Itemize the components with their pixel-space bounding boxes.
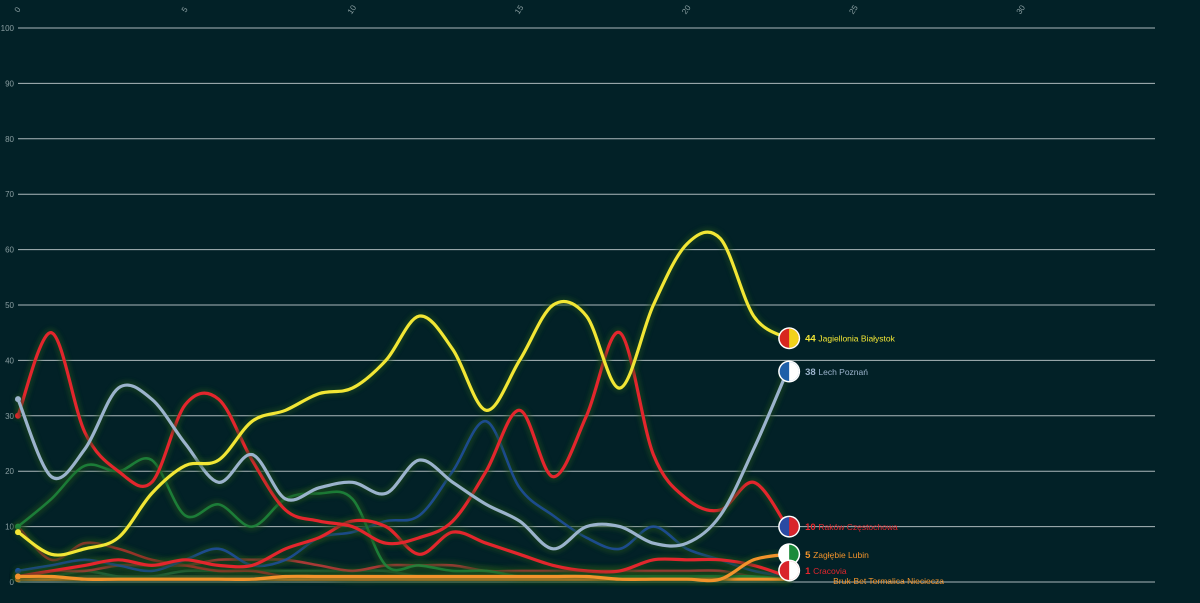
series-2 xyxy=(13,328,792,549)
series-line xyxy=(16,331,789,546)
y-tick-label: 60 xyxy=(5,246,14,255)
series-name: Jagiellonia Białystok xyxy=(818,334,895,344)
y-tick-label: 0 xyxy=(10,578,15,587)
series-end-label: 38 Lech Poznań xyxy=(805,367,868,378)
series-final-value: 10 xyxy=(805,522,818,533)
series-final-value: 44 xyxy=(805,334,818,345)
series-final-value: 1 xyxy=(805,566,813,577)
end-label-4: 1 Cracovia xyxy=(778,559,847,582)
series-end-label: 44 Jagiellonia Białystok xyxy=(805,334,896,345)
y-tick-label: 100 xyxy=(1,24,15,33)
x-tick-label: 5 xyxy=(180,5,190,14)
series-name: Bruk-Bet Termalica Nieciecza xyxy=(833,576,944,586)
series-final-value: 38 xyxy=(805,367,818,378)
y-tick-label: 70 xyxy=(5,190,14,199)
series-1 xyxy=(13,367,792,554)
series-end-label: 1 Cracovia xyxy=(805,566,847,577)
y-tick-label: 30 xyxy=(5,412,14,421)
end-label-3: 5 Zagłębie Lubin xyxy=(778,543,869,566)
series-start-point xyxy=(15,529,21,536)
series-3 xyxy=(13,549,792,586)
team-badge-icon-half xyxy=(789,361,799,381)
y-tick-label: 80 xyxy=(5,135,14,144)
end-labels: 44 Jagiellonia Białystok 38 Lech Poznań 10… xyxy=(778,327,944,586)
series-line xyxy=(16,230,789,557)
end-label-5: Bruk-Bet Termalica Nieciecza xyxy=(833,576,944,586)
series-lines xyxy=(13,227,792,586)
team-badge-icon-half xyxy=(789,328,799,348)
x-tick-label: 10 xyxy=(346,3,359,16)
y-tick-label: 20 xyxy=(5,467,14,476)
team-badge-icon-half xyxy=(789,517,799,537)
team-badge-icon-half xyxy=(789,544,799,564)
x-tick-label: 0 xyxy=(13,5,23,14)
series-line xyxy=(16,552,789,583)
x-tick-label: 15 xyxy=(513,3,526,16)
series-end-label: 5 Zagłębie Lubin xyxy=(805,550,869,561)
y-tick-label: 40 xyxy=(5,356,14,365)
series-0 xyxy=(13,227,792,560)
series-start-point xyxy=(15,573,21,580)
series-name: Lech Poznań xyxy=(818,367,868,377)
series-name: Zagłębie Lubin xyxy=(813,550,869,560)
series-line xyxy=(16,369,789,551)
end-label-1: 38 Lech Poznań xyxy=(778,360,868,383)
team-badge-icon-half xyxy=(789,560,799,580)
x-axis-ticks: 0 5 10 15 20 25 30 xyxy=(13,3,1028,16)
y-tick-label: 90 xyxy=(5,79,14,88)
series-name: Raków Częstochowa xyxy=(818,522,898,532)
grid-lines xyxy=(18,27,1155,583)
y-tick-label: 10 xyxy=(5,523,14,532)
series-end-label: 10 Raków Częstochowa xyxy=(805,522,898,533)
series-start-point xyxy=(15,396,21,403)
end-label-2: 10 Raków Częstochowa xyxy=(778,515,898,538)
x-tick-label: 30 xyxy=(1015,3,1028,16)
series-final-value: 5 xyxy=(805,550,813,561)
x-tick-label: 25 xyxy=(847,3,860,16)
end-label-0: 44 Jagiellonia Białystok xyxy=(778,327,896,350)
y-tick-label: 50 xyxy=(5,301,14,310)
series-name: Cracovia xyxy=(813,566,847,576)
y-axis-ticks: 0 10 20 30 40 50 60 70 80 90 100 xyxy=(1,24,15,587)
series-line xyxy=(16,420,789,578)
x-tick-label: 20 xyxy=(680,3,693,16)
series-end-label: Bruk-Bet Termalica Nieciecza xyxy=(833,576,944,586)
series-glow xyxy=(13,227,792,560)
